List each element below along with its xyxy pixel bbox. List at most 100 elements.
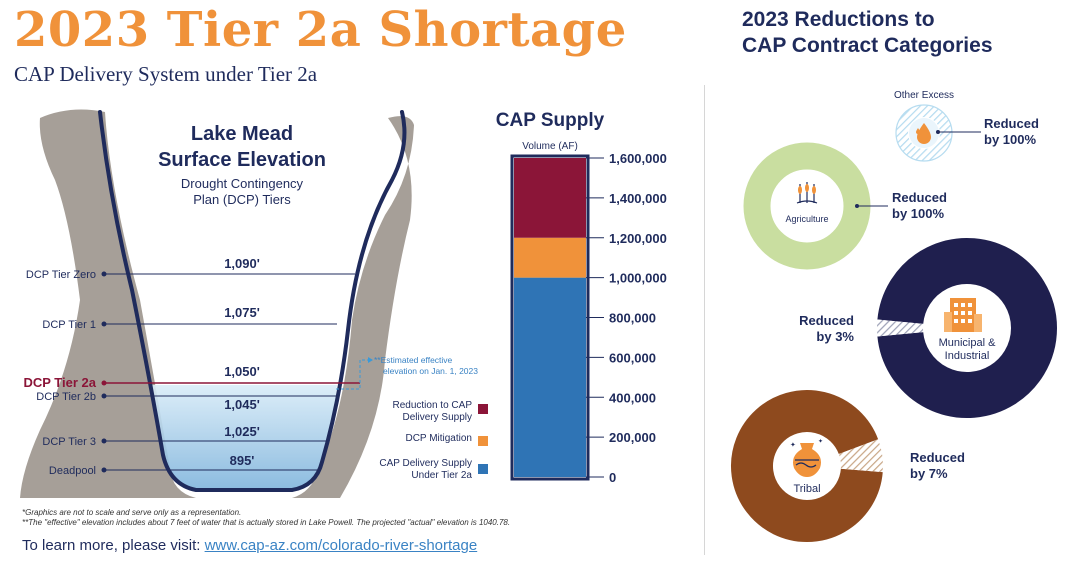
cap-supply-chart: CAP Supply Volume (AF) 1,600,000 1,400,00… bbox=[379, 110, 666, 485]
svg-text:✦: ✦ bbox=[790, 441, 796, 449]
y-tick-label: 1,600,000 bbox=[609, 151, 667, 166]
municipal-industrial-label-line1: Municipal & bbox=[939, 337, 997, 349]
donut-municipal-industrial: Municipal & Industrial Reduced by 3% bbox=[799, 238, 1057, 418]
annotation-arrowhead bbox=[368, 357, 373, 363]
tier-label: DCP Tier Zero bbox=[26, 269, 96, 281]
bar-segment bbox=[514, 277, 586, 477]
agriculture-reduction-line1: Reduced bbox=[892, 190, 947, 205]
tier-dot bbox=[101, 380, 107, 386]
municipal-industrial-reduction-line2: by 3% bbox=[816, 329, 854, 344]
y-tick-label: 1,200,000 bbox=[609, 231, 667, 246]
reductions-title-line2: CAP Contract Categories bbox=[742, 34, 993, 57]
other-excess-label: Other Excess bbox=[894, 90, 954, 101]
building-icon bbox=[944, 298, 982, 332]
tier-elevation: 1,090' bbox=[224, 256, 260, 271]
municipal-industrial-reduction-line1: Reduced bbox=[799, 313, 854, 328]
wheat-icon bbox=[796, 182, 818, 204]
cap-supply-title: CAP Supply bbox=[496, 110, 605, 131]
tier-elevation: 1,025' bbox=[224, 424, 260, 439]
bar-segment bbox=[514, 158, 586, 238]
footnote-effective-elevation: **The "effective" elevation includes abo… bbox=[22, 518, 511, 527]
lake-mead-caption-line1: Drought Contingency bbox=[181, 176, 304, 191]
lake-mead-caption-line2: Plan (DCP) Tiers bbox=[193, 192, 291, 207]
y-tick-label: 600,000 bbox=[609, 350, 656, 365]
tribal-reduction-line2: by 7% bbox=[910, 466, 948, 481]
tier-dot bbox=[101, 271, 107, 277]
other-excess-reduction-line2: by 100% bbox=[984, 132, 1036, 147]
tier-dot bbox=[101, 467, 107, 473]
donut-agriculture: Agriculture Reduced by 100% bbox=[743, 142, 947, 270]
y-tick-label: 200,000 bbox=[609, 430, 656, 445]
municipal-industrial-ring bbox=[877, 238, 1057, 418]
lake-mead-diagram: Lake Mead Surface Elevation Drought Cont… bbox=[20, 109, 478, 499]
reductions-chart: Other Excess Reduced by 100% Agriculture… bbox=[731, 90, 1057, 542]
water-drops-icon bbox=[916, 123, 931, 144]
agriculture-center bbox=[771, 170, 843, 242]
other-excess-ring bbox=[896, 105, 952, 161]
legend-swatch bbox=[478, 404, 488, 414]
tier-dot bbox=[101, 393, 107, 399]
annotation-line2: elevation on Jan. 1, 2023 bbox=[383, 366, 478, 376]
tier-elevation: 895' bbox=[230, 453, 255, 468]
tier-elevation: 1,050' bbox=[224, 364, 260, 379]
legend-swatch bbox=[478, 436, 488, 446]
donut-tribal: ✦ ✦ Tribal Reduced by 7% bbox=[731, 390, 965, 542]
tribal-ring bbox=[731, 390, 883, 542]
reductions-title-line1: 2023 Reductions to bbox=[742, 8, 935, 31]
legend-label: DCP Mitigation bbox=[405, 433, 472, 444]
agriculture-label: Agriculture bbox=[785, 214, 828, 224]
y-tick-label: 400,000 bbox=[609, 390, 656, 405]
pottery-icon: ✦ ✦ bbox=[790, 438, 823, 477]
annotation-line1: **Estimated effective bbox=[374, 355, 453, 365]
tier-label: DCP Tier 3 bbox=[42, 436, 96, 448]
tier-label: Deadpool bbox=[49, 465, 96, 477]
legend-label: Reduction to CAP bbox=[393, 400, 473, 411]
y-tick-label: 1,400,000 bbox=[609, 191, 667, 206]
learn-more-link[interactable]: www.cap-az.com/colorado-river-shortage bbox=[204, 537, 478, 554]
page-title: 2023 Tier 2a Shortage bbox=[14, 2, 627, 58]
tier-label: DCP Tier 2a bbox=[23, 375, 96, 390]
agriculture-reduction-line2: by 100% bbox=[892, 206, 944, 221]
other-excess-reduction-line1: Reduced bbox=[984, 116, 1039, 131]
cap-supply-ylabel: Volume (AF) bbox=[522, 141, 578, 152]
legend-swatch bbox=[478, 464, 488, 474]
legend-label: Delivery Supply bbox=[403, 412, 472, 423]
reductions-title: 2023 Reductions to CAP Contract Categori… bbox=[742, 7, 993, 59]
canyon-outline bbox=[98, 110, 407, 492]
legend-label: Under Tier 2a bbox=[411, 470, 472, 481]
footnote-graphics: *Graphics are not to scale and serve onl… bbox=[22, 508, 242, 517]
tier-label: DCP Tier 2b bbox=[36, 391, 96, 403]
y-tick-label: 800,000 bbox=[609, 311, 656, 326]
municipal-industrial-label-line2: Industrial bbox=[945, 350, 990, 362]
lake-water bbox=[152, 385, 337, 490]
agriculture-leader-dot bbox=[855, 204, 859, 208]
page-subtitle: CAP Delivery System under Tier 2a bbox=[14, 62, 318, 86]
tier-label: DCP Tier 1 bbox=[42, 319, 96, 331]
stacked-bar bbox=[510, 154, 590, 481]
tribal-reduced-slice bbox=[838, 439, 883, 473]
lake-mead-title-line1: Lake Mead bbox=[191, 123, 293, 145]
y-tick-label: 0 bbox=[609, 470, 616, 485]
tribal-reduction-line1: Reduced bbox=[910, 450, 965, 465]
tier-elevation: 1,075' bbox=[224, 305, 260, 320]
canyon-rock-right bbox=[292, 116, 414, 499]
annotation-leader-line bbox=[336, 359, 368, 390]
learn-more-line: To learn more, please visit: www.cap-az.… bbox=[22, 537, 477, 554]
legend-label: CAP Delivery Supply bbox=[379, 458, 472, 469]
learn-more-text: To learn more, please visit: bbox=[22, 537, 201, 554]
tier-dot bbox=[101, 321, 107, 327]
other-excess-leader-dot bbox=[936, 130, 940, 134]
y-tick-label: 1,000,000 bbox=[609, 271, 667, 286]
other-excess-ring-outline bbox=[895, 104, 953, 162]
bar-segment bbox=[514, 237, 586, 278]
svg-text:✦: ✦ bbox=[818, 438, 823, 445]
tribal-label: Tribal bbox=[793, 483, 820, 495]
tier-dot bbox=[101, 438, 107, 444]
y-axis-ticks: 1,600,000 1,400,000 1,200,000 1,000,000 800,… bbox=[586, 151, 667, 485]
dcp-tier-levels: DCP Tier Zero 1,090' DCP Tier 1 1,075' DCP T… bbox=[23, 256, 360, 477]
tier-elevation: 1,045' bbox=[224, 397, 260, 412]
section-divider bbox=[704, 85, 705, 555]
lake-mead-title-line2: Surface Elevation bbox=[158, 149, 326, 171]
